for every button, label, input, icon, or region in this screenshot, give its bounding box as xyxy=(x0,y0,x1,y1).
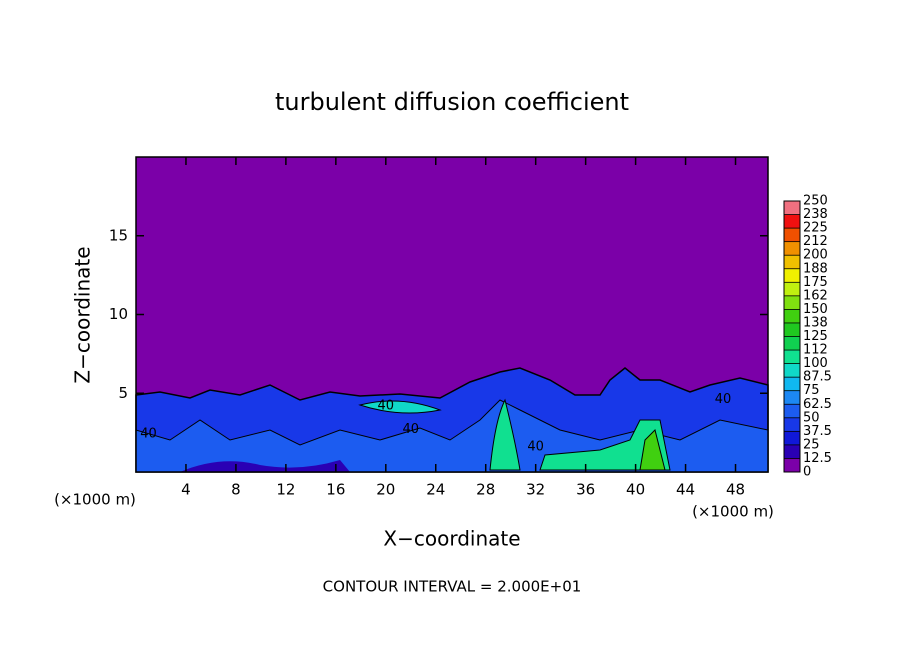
colorbar-label: 0 xyxy=(803,465,811,480)
colorbar-segment xyxy=(784,241,800,256)
x-unit-label: (×1000 m) xyxy=(692,503,774,521)
colorbar-segment xyxy=(784,363,800,378)
y-tick-label: 10 xyxy=(109,305,128,323)
colorbar-label: 100 xyxy=(803,356,828,371)
colorbar-label: 212 xyxy=(803,234,828,249)
x-tick-label: 44 xyxy=(676,481,695,499)
x-tick-label: 8 xyxy=(231,481,241,499)
x-tick-label: 48 xyxy=(726,481,745,499)
colorbar-label: 200 xyxy=(803,248,828,263)
field-patch xyxy=(539,419,671,471)
colorbar-segment xyxy=(784,214,800,229)
colorbar-segment xyxy=(784,201,800,215)
colorbar-label: 112 xyxy=(803,343,828,358)
colorbar-label: 150 xyxy=(803,302,828,317)
colorbar-segment xyxy=(784,417,800,432)
colorbar-segment xyxy=(784,377,800,391)
colorbar-label: 62.5 xyxy=(803,397,832,412)
x-tick-label: 20 xyxy=(376,481,395,499)
colorbar-segment xyxy=(784,431,800,445)
colorbar-label: 175 xyxy=(803,275,828,290)
x-tick-label: 24 xyxy=(426,481,445,499)
y-tick-label: 5 xyxy=(118,384,128,402)
y-tick-label: 15 xyxy=(109,226,128,244)
x-tick-label: 16 xyxy=(326,481,345,499)
footnote: CONTOUR INTERVAL = 2.000E+01 xyxy=(323,578,582,596)
colorbar-label: 50 xyxy=(803,410,820,425)
contour-label: 40 xyxy=(140,427,157,442)
colorbar-segment xyxy=(784,295,800,310)
chart-title: turbulent diffusion coefficient xyxy=(275,88,629,116)
field-low xyxy=(180,460,350,472)
x-tick-label: 40 xyxy=(626,481,645,499)
colorbar-segment xyxy=(784,350,800,364)
colorbar-label: 225 xyxy=(803,221,828,236)
colorbar-label: 37.5 xyxy=(803,424,832,439)
x-tick-label: 4 xyxy=(181,481,191,499)
x-axis-label: X−coordinate xyxy=(383,527,520,551)
x-unit-label: (×1000 m) xyxy=(54,491,136,509)
y-axis-label: Z−coordinate xyxy=(71,246,95,383)
colorbar-label: 12.5 xyxy=(803,451,832,466)
colorbar-segment xyxy=(784,309,800,323)
colorbar-label: 162 xyxy=(803,288,828,303)
contour-label: 40 xyxy=(403,422,420,437)
contour-label: 40 xyxy=(527,439,544,454)
colorbar-segment xyxy=(784,390,800,405)
colorbar-segment xyxy=(784,268,800,283)
colorbar-label: 25 xyxy=(803,437,820,452)
x-tick-label: 36 xyxy=(576,481,595,499)
x-tick-label: 12 xyxy=(276,481,295,499)
contour-label: 40 xyxy=(378,398,395,413)
colorbar-label: 87.5 xyxy=(803,370,832,385)
x-tick-label: 28 xyxy=(476,481,495,499)
colorbar-label: 75 xyxy=(803,383,820,398)
colorbar-segment xyxy=(784,282,800,296)
field-streak xyxy=(358,400,442,414)
contour-labels: 40 40 40 40 40 xyxy=(140,392,731,454)
colorbar-segment xyxy=(784,458,800,472)
colorbar-label: 250 xyxy=(803,194,828,209)
x-tick-label: 32 xyxy=(526,481,545,499)
colorbar-label: 138 xyxy=(803,315,828,330)
colorbar-segment xyxy=(784,444,800,459)
colorbar-segment xyxy=(784,336,800,351)
colorbar-label: 125 xyxy=(803,329,828,344)
colorbar-label: 238 xyxy=(803,207,828,222)
field xyxy=(135,157,769,473)
colorbar-label: 188 xyxy=(803,261,828,276)
colorbar-segment xyxy=(784,322,800,337)
colorbar: 012.52537.55062.57587.510011212513815016… xyxy=(783,194,832,480)
field-patch xyxy=(639,429,666,471)
field-streak xyxy=(489,398,521,471)
colorbar-segment xyxy=(784,228,800,242)
contour-label: 40 xyxy=(715,392,732,407)
colorbar-segment xyxy=(784,255,800,269)
colorbar-segment xyxy=(784,404,800,418)
